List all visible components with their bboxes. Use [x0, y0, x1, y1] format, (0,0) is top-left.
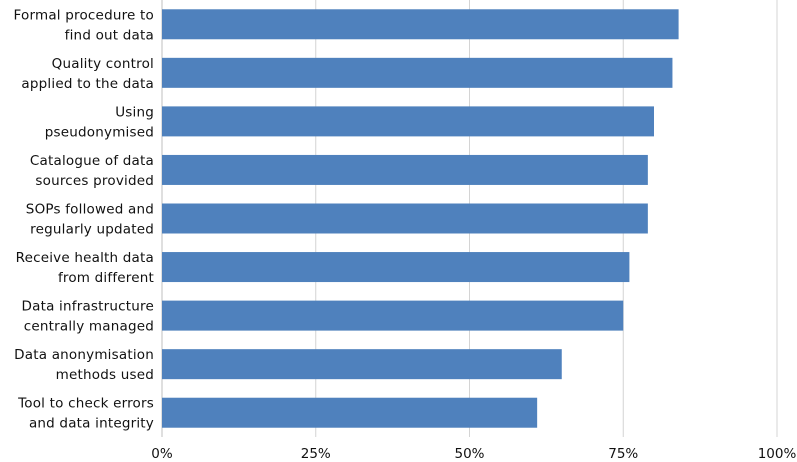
category-label-3: Using pseudonymised	[45, 104, 154, 140]
category-label-9: Tool to check errors and data integrity	[17, 396, 154, 432]
x-axis-tick-labels: 0% 25% 50% 75% 100%	[151, 446, 796, 462]
bar-6	[162, 252, 630, 283]
bar-5	[162, 203, 648, 234]
x-tick-label-25: 25%	[301, 446, 331, 462]
category-label-2: Quality control applied to the data	[21, 56, 154, 92]
bar-4	[162, 154, 648, 185]
bar-9	[162, 397, 538, 428]
category-labels: Formal procedure to find out data Quality …	[14, 7, 154, 431]
bars	[162, 9, 679, 428]
category-label-7: Data infrastructure centrally managed	[22, 299, 154, 335]
x-tick-label-50: 50%	[454, 446, 484, 462]
bar-8	[162, 349, 562, 380]
bar-1	[162, 9, 679, 40]
bar-3	[162, 106, 654, 137]
x-tick-label-100: 100%	[758, 446, 797, 462]
x-tick-label-75: 75%	[608, 446, 638, 462]
category-label-6: Receive health data from different	[16, 250, 154, 286]
category-label-8: Data anonymisation methods used	[14, 347, 154, 383]
category-label-1: Formal procedure to find out data	[14, 7, 154, 43]
category-label-5: SOPs followed and regularly updated	[26, 202, 154, 238]
bar-2	[162, 57, 673, 88]
category-label-4: Catalogue of data sources provided	[30, 153, 154, 189]
x-tick-label-0: 0%	[151, 446, 173, 462]
bar-7	[162, 300, 624, 331]
